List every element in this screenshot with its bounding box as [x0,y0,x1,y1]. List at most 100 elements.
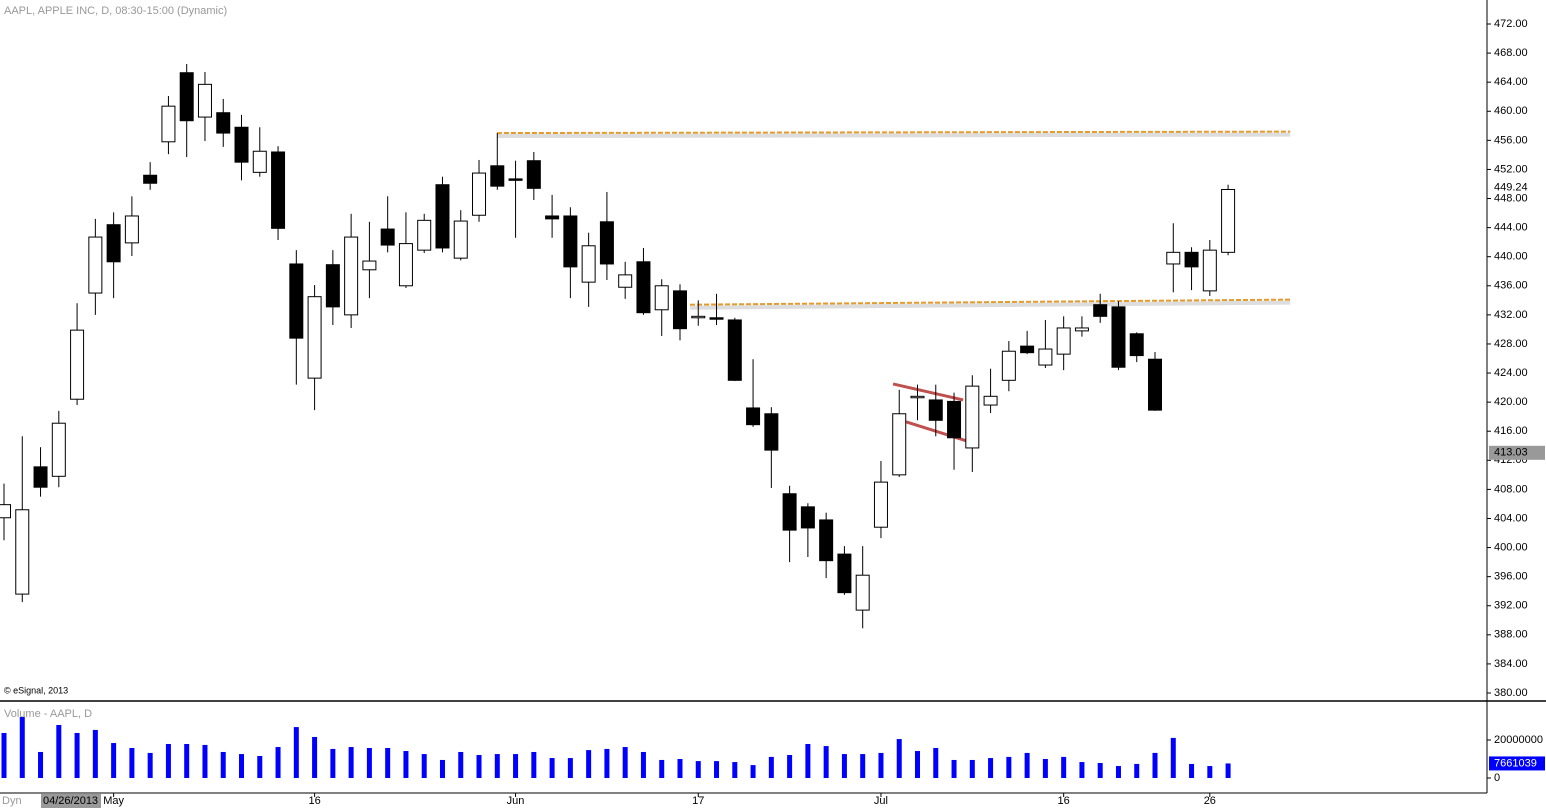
candle-body [526,160,541,189]
candle-body [289,263,304,339]
candle-body [1001,350,1016,381]
last-volume-box [1489,756,1545,771]
volume-bar [896,739,902,779]
cursor-price: 413.03 [1494,447,1528,459]
candle-body [435,184,450,249]
volume-bar [1061,756,1067,779]
y-tick-label: 396.00 [1494,571,1528,583]
y-tick-label: 456.00 [1494,134,1528,146]
candle-body [179,72,194,122]
trend-line [496,130,1291,135]
last-price: 449.24 [1494,181,1528,193]
candle-body [380,228,395,246]
volume-bar [933,747,939,779]
candle-body [837,553,852,594]
candle-body [764,413,779,451]
y-tick-label: 424.00 [1494,367,1528,379]
volume-bar [111,743,117,779]
volume-bar [878,752,884,779]
candle-body [782,493,797,531]
y-tick-label: 416.00 [1494,425,1528,437]
cursor-date: 04/26/2013 [43,795,98,807]
candle-body [307,296,322,379]
y-tick-label: 404.00 [1494,512,1528,524]
candle-body [947,400,962,439]
volume-title: Volume - AAPL, D [4,708,92,720]
y-tick-label: 444.00 [1494,222,1528,234]
candle-body [545,215,560,220]
candle-body [252,150,267,173]
candle-body [983,395,998,406]
candle-body [216,112,231,134]
candle-body [417,219,432,251]
volume-bar [421,754,427,779]
candle-body [910,395,925,399]
last-volume: 7661039 [1494,757,1537,769]
volume-bar [1006,756,1012,779]
x-tick-label: 16 [308,795,320,807]
volume-bar [92,729,98,779]
volume-bar [458,751,464,779]
y-tick-label: 448.00 [1494,192,1528,204]
trend-line [892,382,964,402]
candle-body [1111,306,1126,368]
candle-body [362,260,377,271]
candle-body [1184,251,1199,268]
volume-bar [567,758,573,779]
candle-body [581,245,596,283]
volume-bar [1170,737,1176,779]
candle-body [106,224,121,263]
volume-bar [695,761,701,779]
volume-bar [366,747,372,779]
candle-body [124,215,139,244]
candle-body [325,264,340,308]
trend-shadow [496,132,1291,139]
candle-body [691,315,706,319]
y-tick-label: 452.00 [1494,163,1528,175]
y-tick-label: 392.00 [1494,600,1528,612]
candle-body [1202,249,1217,292]
copyright: © eSignal, 2013 [4,685,68,695]
candle-body [271,151,286,229]
candle-body [161,105,176,143]
volume-bar [750,765,756,779]
candle-body [965,385,980,449]
candle-body [0,504,11,519]
candle-body [709,317,724,320]
volume-bar [513,754,519,779]
y-tick-label: 380.00 [1494,687,1528,699]
y-tick-label: 460.00 [1494,105,1528,117]
volume-bar [1207,766,1213,779]
x-tick-label: Jun [507,795,525,807]
volume-bar [951,759,957,779]
volume-bar [439,759,445,779]
candle-body [1221,189,1236,253]
y-tick-label: 408.00 [1494,483,1528,495]
candle-body [70,329,85,400]
volume-bar [19,717,25,779]
volume-bar [1225,763,1231,779]
candle-body [234,126,249,163]
volume-bar [640,751,646,779]
candle-body [1074,327,1089,332]
candle-body [672,290,687,330]
volume-bar [202,744,208,779]
volume-bar [823,746,829,779]
volume-bar [714,761,720,779]
volume-bar [74,732,80,779]
pane-label: Dyn [2,795,22,807]
volume-bar [403,751,409,779]
candle-body [1020,345,1035,354]
candle-body [873,481,888,528]
volume-bar [494,754,500,779]
candle-body [88,236,103,294]
volume-bar [622,747,628,779]
candle-body [472,172,487,216]
candle-body [855,574,870,611]
volume-bar [1024,752,1030,779]
volume-bar [969,759,975,779]
volume-bar [312,736,318,779]
trend-line [690,298,1291,306]
x-tick-label: 26 [1204,795,1216,807]
